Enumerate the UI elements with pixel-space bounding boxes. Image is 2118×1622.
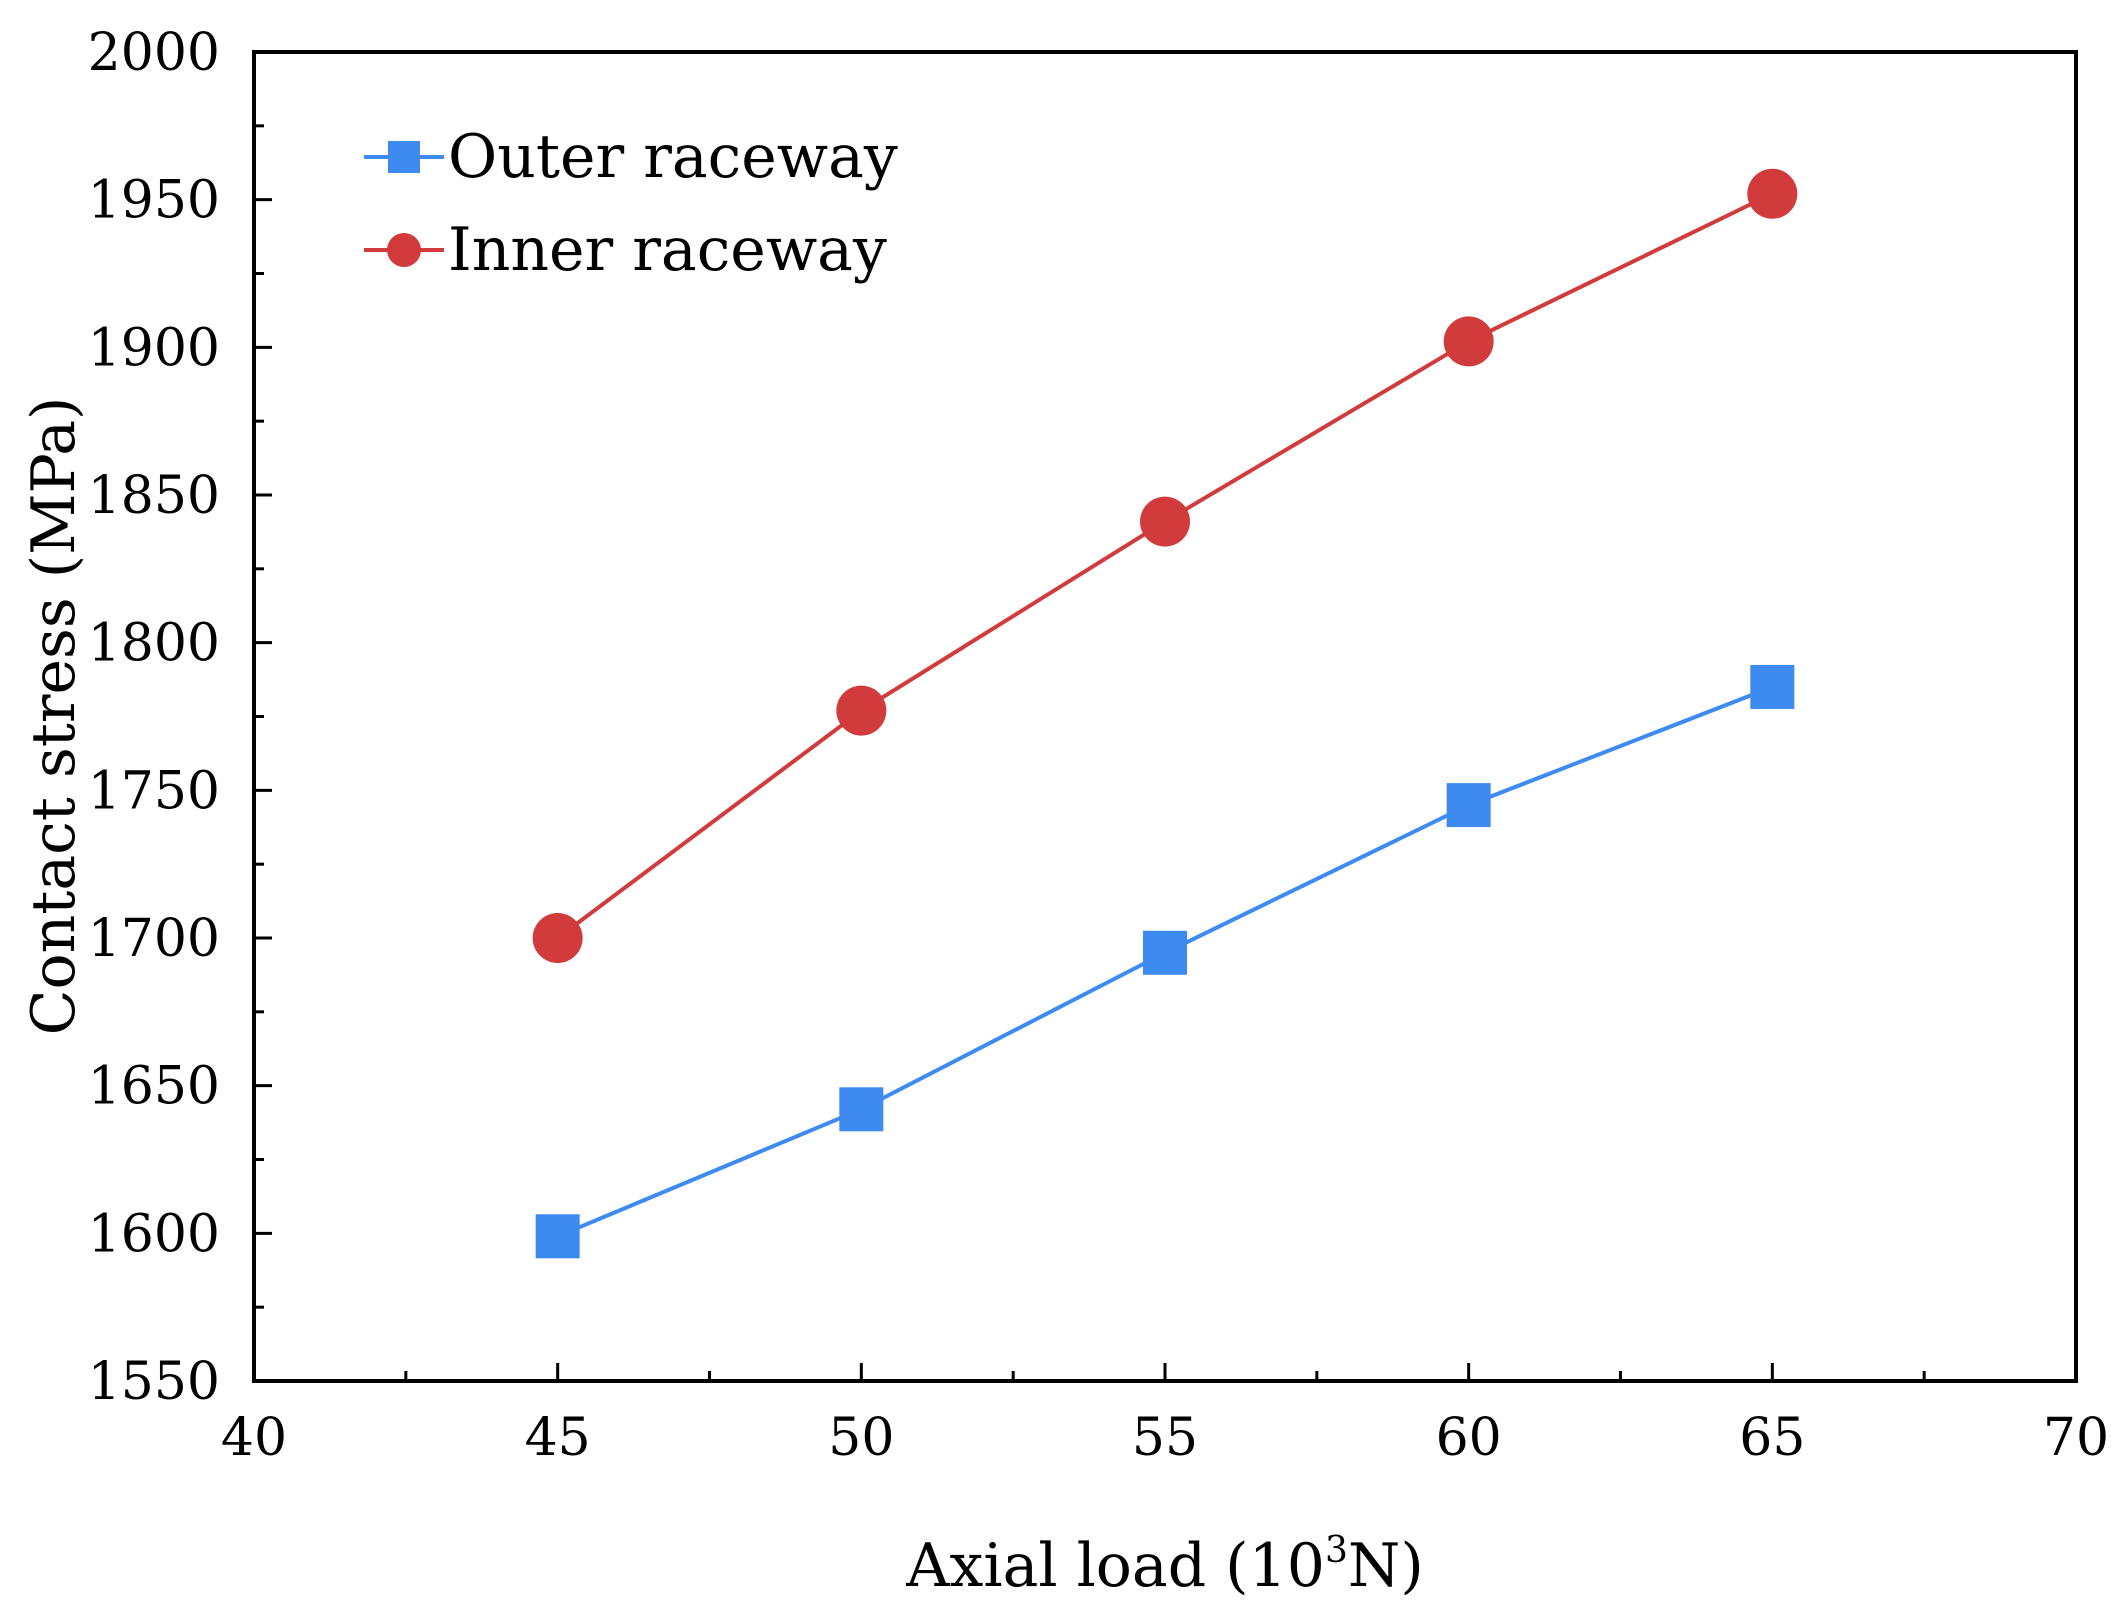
y-tick-label: 2000 [88, 23, 220, 83]
series-line-2 [556, 191, 1774, 940]
x-tick-label: 55 [1132, 1408, 1198, 1468]
legend-label: Outer raceway [448, 122, 898, 192]
legend-marker-square [388, 141, 420, 173]
y-tick-label: 1700 [88, 909, 220, 969]
legend-label: Inner raceway [448, 215, 887, 285]
data-point-square [1446, 783, 1491, 828]
y-tick-label: 1550 [88, 1352, 220, 1412]
series-layer [532, 168, 1798, 1259]
x-axis-title-main: Axial load (10 [905, 1531, 1325, 1601]
data-point-square [1750, 664, 1795, 709]
x-axis-title: Axial load (103N) [905, 1530, 1424, 1601]
x-tick-label: 60 [1436, 1408, 1502, 1468]
data-point-square [535, 1214, 580, 1259]
x-tick-label: 45 [525, 1408, 591, 1468]
data-point-circle [1747, 168, 1798, 219]
x-axis-title-suffix: N) [1348, 1531, 1424, 1601]
legend-marker-circle [387, 233, 421, 267]
x-tick-label: 40 [221, 1408, 287, 1468]
labels-layer: 40 45 50 55 60 65 70 1550 1600 1650 1700 1750 1800 18… [88, 23, 2109, 1468]
x-axis-title-superscript: 3 [1325, 1530, 1348, 1571]
y-tick-label: 1600 [88, 1204, 220, 1264]
y-tick-label: 1650 [88, 1057, 220, 1117]
plot-frame [252, 50, 2078, 1383]
y-tick-label: 1900 [88, 318, 220, 378]
data-point-square [1143, 930, 1187, 975]
data-point-square [839, 1087, 884, 1132]
x-tick-label: 70 [2043, 1408, 2109, 1468]
y-tick-label: 1800 [88, 614, 220, 674]
y-tick-label: 1750 [88, 761, 220, 821]
y-tick-label: 1950 [88, 171, 220, 231]
x-tick-label: 50 [828, 1408, 894, 1468]
data-point-circle [1443, 316, 1494, 367]
y-axis-title: Contact stress (MPa) [19, 397, 89, 1036]
y-tick-label: 1850 [88, 466, 220, 526]
x-tick-label: 65 [1739, 1408, 1805, 1468]
data-point-circle [532, 913, 583, 963]
data-point-circle [1140, 496, 1190, 547]
legend: Outer raceway Inner raceway [364, 122, 898, 285]
data-point-circle [836, 685, 887, 736]
